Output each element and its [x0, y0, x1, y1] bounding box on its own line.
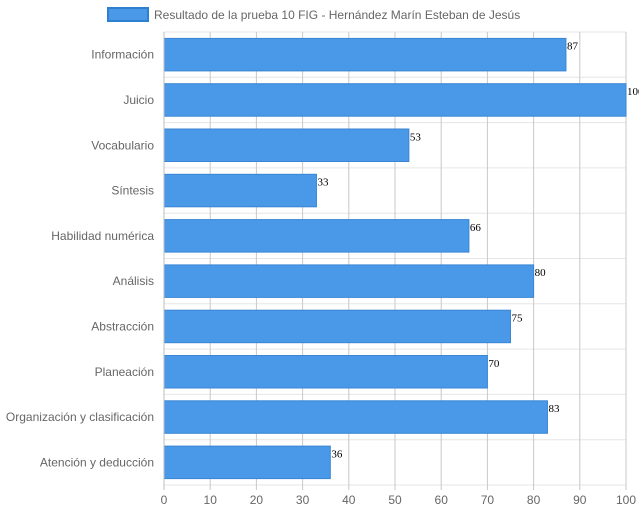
- y-category-label: Habilidad numérica: [51, 229, 154, 243]
- data-label: 53: [410, 131, 422, 143]
- x-tick-label: 80: [527, 493, 541, 507]
- axes: 0 10 20 30 40 50 60 70 80 90 100 Información Juicio V…: [6, 32, 636, 507]
- data-label: 33: [317, 177, 329, 189]
- y-category-label: Juicio: [123, 93, 154, 107]
- x-tick-label: 70: [481, 493, 495, 507]
- y-category-label: Análisis: [113, 274, 154, 288]
- x-tick-label: 40: [342, 493, 356, 507]
- y-category-label: Vocabulario: [91, 138, 154, 152]
- x-tick-label: 30: [296, 493, 310, 507]
- data-label: 70: [488, 358, 500, 370]
- x-tick-label: 20: [250, 493, 264, 507]
- x-tick-label: 60: [435, 493, 449, 507]
- data-label: 66: [470, 222, 482, 234]
- data-label: 75: [512, 312, 524, 324]
- data-label: 80: [535, 267, 547, 279]
- bar[interactable]: [163, 445, 331, 480]
- bar[interactable]: [163, 128, 410, 162]
- legend-label: Resultado de la prueba 10 FIG - Hernánde…: [154, 8, 520, 22]
- y-category-label: Abstracción: [91, 319, 154, 333]
- data-label: 100: [627, 86, 639, 98]
- x-tick-label: 100: [616, 493, 636, 507]
- legend-swatch: [107, 7, 149, 22]
- bar[interactable]: [163, 355, 488, 389]
- bar[interactable]: [163, 264, 535, 298]
- y-category-label: Planeación: [95, 365, 154, 379]
- x-tick-label: 0: [161, 493, 168, 507]
- bar[interactable]: [163, 173, 317, 208]
- bar[interactable]: [163, 37, 567, 72]
- x-tick-label: 50: [388, 493, 402, 507]
- data-label: 36: [331, 448, 343, 460]
- y-category-label: Atención y deducción: [40, 455, 154, 469]
- data-label: 83: [548, 403, 560, 415]
- bar[interactable]: [163, 219, 470, 253]
- bar[interactable]: [163, 83, 627, 117]
- data-label: 87: [567, 41, 579, 53]
- x-tick-label: 90: [573, 493, 587, 507]
- x-tick-label: 10: [204, 493, 218, 507]
- bars: 87 100 53 33 66 80 75 70 83 36: [163, 37, 639, 480]
- bar[interactable]: [163, 309, 511, 344]
- y-category-label: Información: [91, 48, 154, 62]
- bar[interactable]: [163, 400, 548, 434]
- y-category-label: Organización y clasificación: [6, 410, 154, 424]
- legend[interactable]: Resultado de la prueba 10 FIG - Hernánde…: [107, 7, 520, 22]
- y-category-label: Síntesis: [111, 184, 154, 198]
